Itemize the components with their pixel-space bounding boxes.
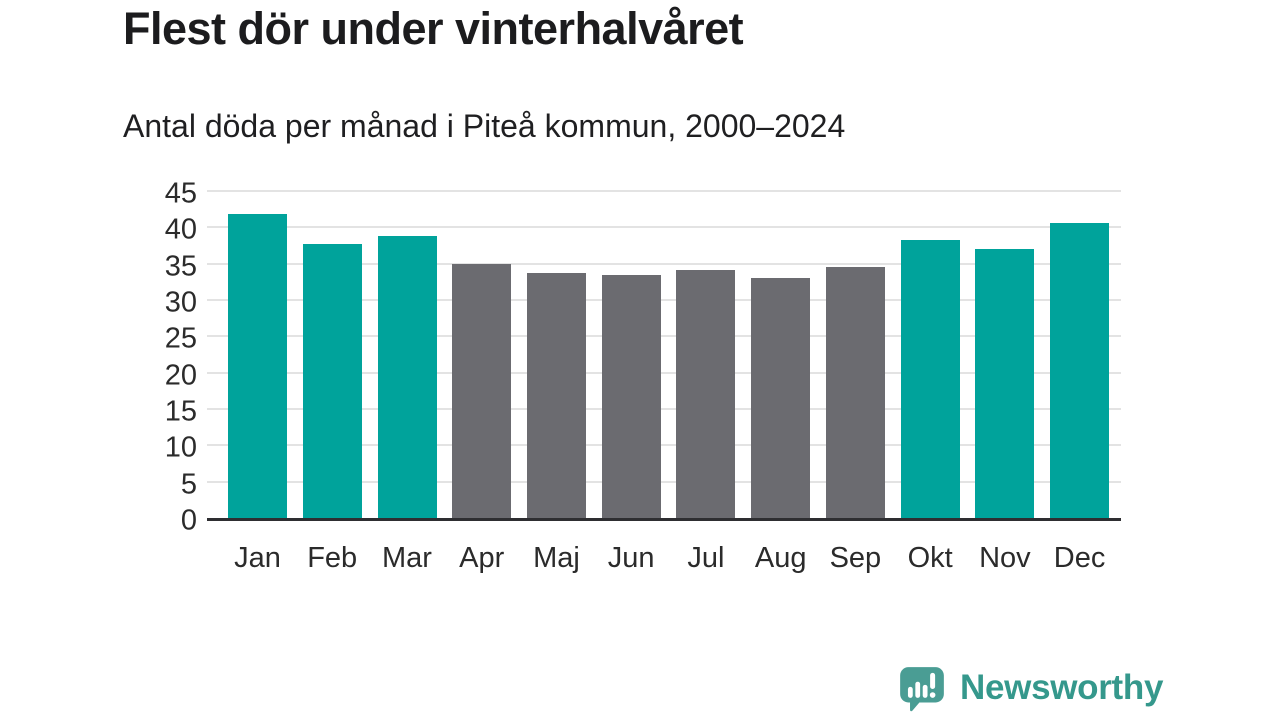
y-tick-label-45: 45	[164, 177, 197, 210]
newsworthy-logo: Newsworthy	[897, 664, 1163, 715]
plot-area	[207, 190, 1121, 521]
x-tick-label-maj: Maj	[533, 542, 580, 574]
bar-sep	[825, 266, 885, 518]
bar-apr	[452, 263, 512, 518]
x-axis: Jan Feb Mar Apr Maj Jun Jul Aug Sep Okt Nov Dec	[207, 541, 1121, 581]
gridline-5	[207, 480, 1121, 483]
chart-title: Flest dör under vinterhalvåret	[123, 3, 744, 54]
bar-dec	[1050, 223, 1110, 518]
bar-feb	[302, 244, 362, 518]
x-tick-label-jan: Jan	[234, 542, 281, 574]
x-tick-label-okt: Okt	[907, 542, 953, 574]
bar-okt	[900, 240, 960, 518]
gridline-10	[207, 444, 1121, 447]
chart-subtitle: Antal döda per månad i Piteå kommun, 200…	[123, 108, 846, 144]
y-tick-label-20: 20	[164, 359, 197, 392]
bar-aug	[751, 278, 811, 518]
x-tick-label-sep: Sep	[829, 542, 882, 574]
y-tick-label-15: 15	[164, 395, 197, 428]
y-tick-label-0: 0	[180, 504, 197, 537]
bar-jun	[601, 274, 661, 518]
y-tick-label-5: 5	[180, 468, 197, 501]
x-tick-label-feb: Feb	[307, 542, 358, 574]
bar-jul	[676, 270, 736, 518]
y-tick-label-40: 40	[164, 213, 197, 246]
x-tick-label-jun: Jun	[607, 542, 655, 574]
x-tick-label-mar: Mar	[382, 542, 432, 574]
bar-jan	[228, 214, 287, 518]
gridline-15	[207, 408, 1121, 410]
gridline-35	[207, 262, 1121, 265]
gridline-45	[207, 190, 1121, 192]
newsworthy-icon	[900, 667, 944, 712]
gridline-25	[207, 335, 1121, 338]
y-tick-label-25: 25	[164, 322, 197, 355]
gridline-30	[207, 299, 1121, 301]
bar-nov	[975, 249, 1035, 518]
bar-mar	[377, 236, 437, 518]
y-tick-label-35: 35	[164, 250, 197, 283]
x-tick-label-nov: Nov	[979, 542, 1031, 574]
x-tick-label-dec: Dec	[1053, 542, 1106, 574]
y-tick-label-30: 30	[164, 286, 197, 319]
gridline-40	[207, 226, 1121, 229]
bar-maj	[527, 273, 586, 518]
y-tick-label-10: 10	[164, 431, 197, 464]
gridline-20	[207, 371, 1121, 374]
newsworthy-wordmark: Newsworthy	[960, 668, 1164, 707]
x-tick-label-aug: Aug	[754, 542, 807, 574]
y-axis: 0 5 10 15 20 25 30 35 40 45	[0, 179, 197, 535]
x-tick-label-apr: Apr	[459, 542, 505, 574]
x-tick-label-jul: Jul	[687, 542, 725, 574]
